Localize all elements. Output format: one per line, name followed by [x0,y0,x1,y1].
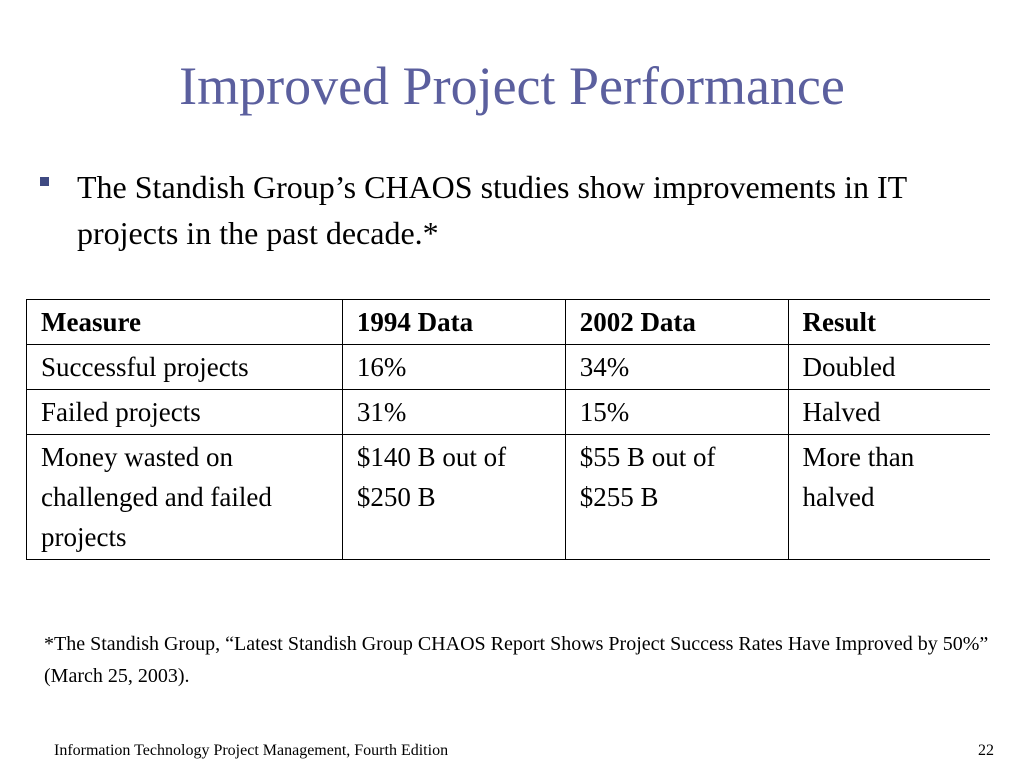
bullet-text: The Standish Group’s CHAOS studies show … [77,169,907,251]
table-row: Failed projects 31% 15% Halved [26,389,990,435]
footnote: *The Standish Group, “Latest Standish Gr… [44,633,989,687]
slide-title: Improved Project Performance [179,56,845,116]
table-cell: 34% [564,344,789,390]
table-cell: 15% [564,389,789,435]
header-1994-data: 1994 Data [341,299,566,345]
table-cell: Doubled [787,344,990,390]
table-cell: Failed projects [26,389,343,435]
header-2002-data: 2002 Data [564,299,789,345]
table-cell: 16% [341,344,566,390]
footer-book-title: Information Technology Project Managemen… [54,742,449,759]
table-header-row: Measure 1994 Data 2002 Data Result [26,299,990,345]
comparison-table: Measure 1994 Data 2002 Data Result Succe… [26,299,990,560]
square-bullet-icon [40,177,49,186]
table-cell: More than halved [787,434,990,560]
table-cell: $55 B out of $255 B [564,434,789,560]
table-cell: Halved [787,389,990,435]
table-row: Successful projects 16% 34% Doubled [26,344,990,390]
table-cell: Successful projects [26,344,343,390]
table-cell: $140 B out of $250 B [341,434,566,560]
table-row: Money wasted on challenged and failed pr… [26,434,990,560]
header-result: Result [787,299,990,345]
bullet-point: The Standish Group’s CHAOS studies show … [40,164,980,256]
table-cell: Money wasted on challenged and failed pr… [26,434,343,560]
page-number: 22 [978,742,994,759]
header-measure: Measure [26,299,343,345]
table-cell: 31% [341,389,566,435]
